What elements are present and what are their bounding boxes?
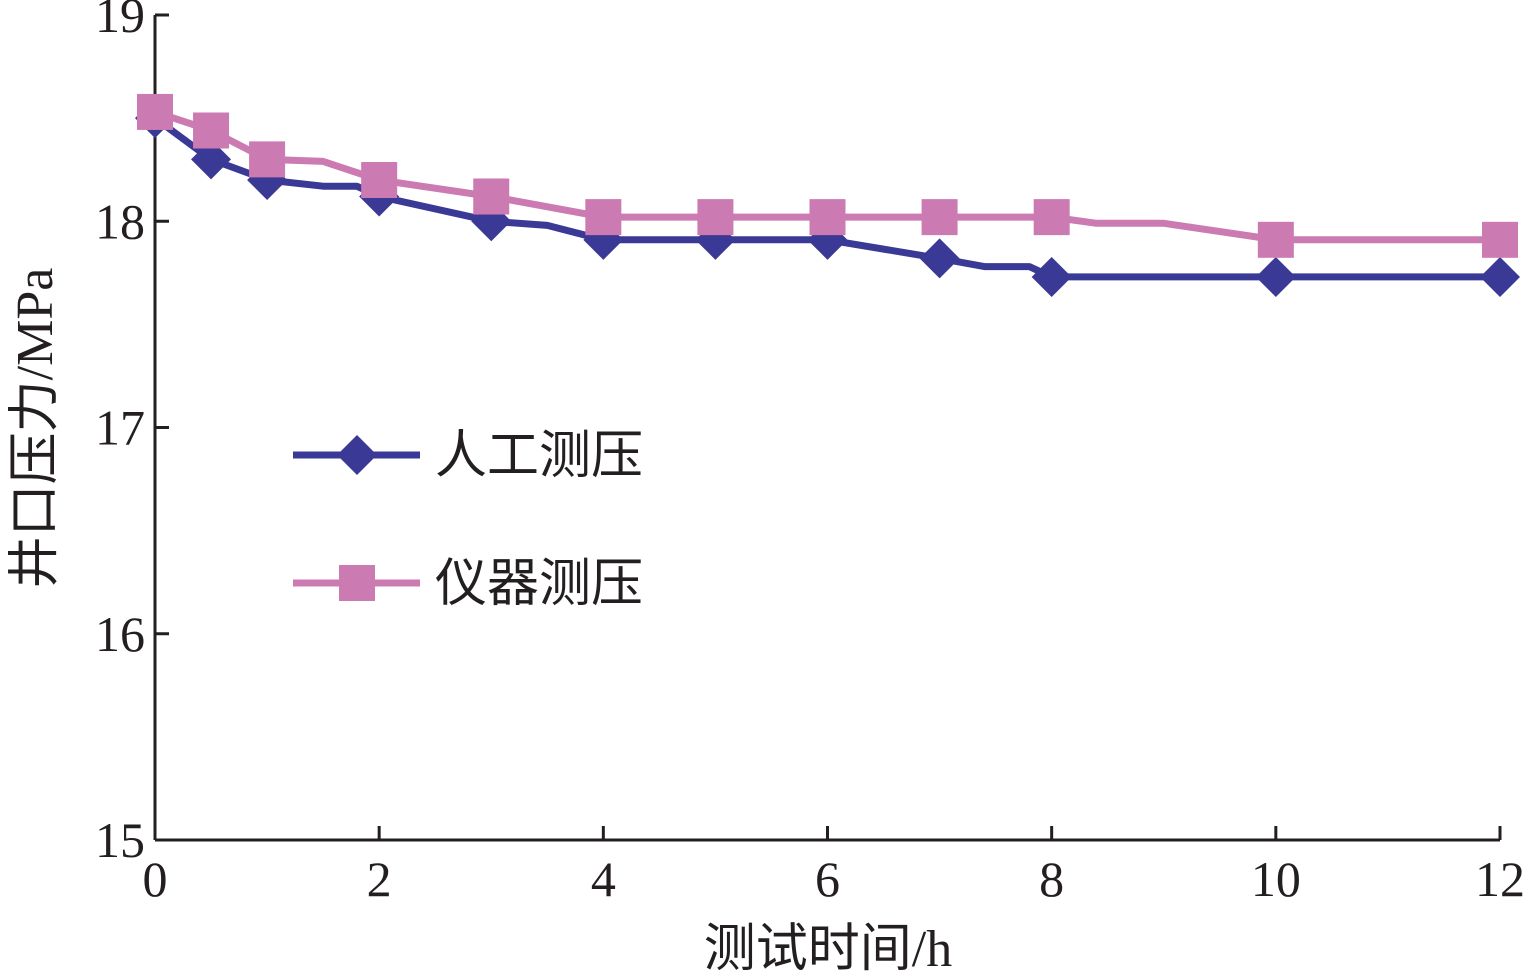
axes: 15 16 17 18 19 0 2 4 6 8 10 12 bbox=[95, 0, 1525, 907]
diamond-marker bbox=[191, 139, 232, 180]
square-marker bbox=[697, 199, 734, 236]
square-marker bbox=[249, 141, 286, 178]
y-tick-label: 19 bbox=[95, 0, 145, 43]
x-tick-label: 8 bbox=[1039, 851, 1064, 907]
diamond-marker bbox=[1480, 256, 1520, 297]
legend-label: 仪器测压 bbox=[435, 556, 643, 613]
series-layer bbox=[135, 93, 1520, 297]
y-tick-label: 15 bbox=[95, 812, 145, 868]
y-tick-label: 16 bbox=[95, 606, 145, 662]
y-axis-title: 井口压力/MPa bbox=[7, 268, 64, 589]
square-marker bbox=[809, 199, 846, 236]
square-marker bbox=[137, 93, 173, 130]
series-2 bbox=[137, 93, 1518, 258]
y-tick-label: 17 bbox=[95, 400, 145, 456]
legend-diamond-marker bbox=[337, 435, 377, 475]
diamond-marker bbox=[919, 238, 960, 279]
square-marker bbox=[1033, 199, 1070, 236]
x-tick-label: 4 bbox=[591, 851, 616, 907]
diamond-marker bbox=[1255, 256, 1296, 297]
square-marker bbox=[361, 162, 398, 198]
x-axis-title: 测试时间/h bbox=[704, 921, 952, 976]
x-tick-label: 0 bbox=[143, 851, 168, 907]
y-tick-label: 18 bbox=[95, 193, 145, 249]
square-marker bbox=[585, 199, 622, 236]
square-marker bbox=[193, 112, 230, 149]
series-1 bbox=[135, 98, 1520, 297]
x-tick-label: 12 bbox=[1475, 851, 1525, 907]
legend-square-marker bbox=[339, 565, 375, 601]
x-tick-label: 10 bbox=[1251, 851, 1301, 907]
diamond-marker bbox=[1031, 256, 1072, 297]
square-marker bbox=[473, 178, 510, 215]
x-tick-label: 2 bbox=[367, 851, 392, 907]
square-marker bbox=[921, 199, 958, 236]
legend-label: 人工测压 bbox=[435, 428, 643, 485]
square-marker bbox=[1257, 221, 1294, 258]
square-marker bbox=[1482, 221, 1518, 258]
x-tick-label: 6 bbox=[815, 851, 840, 907]
